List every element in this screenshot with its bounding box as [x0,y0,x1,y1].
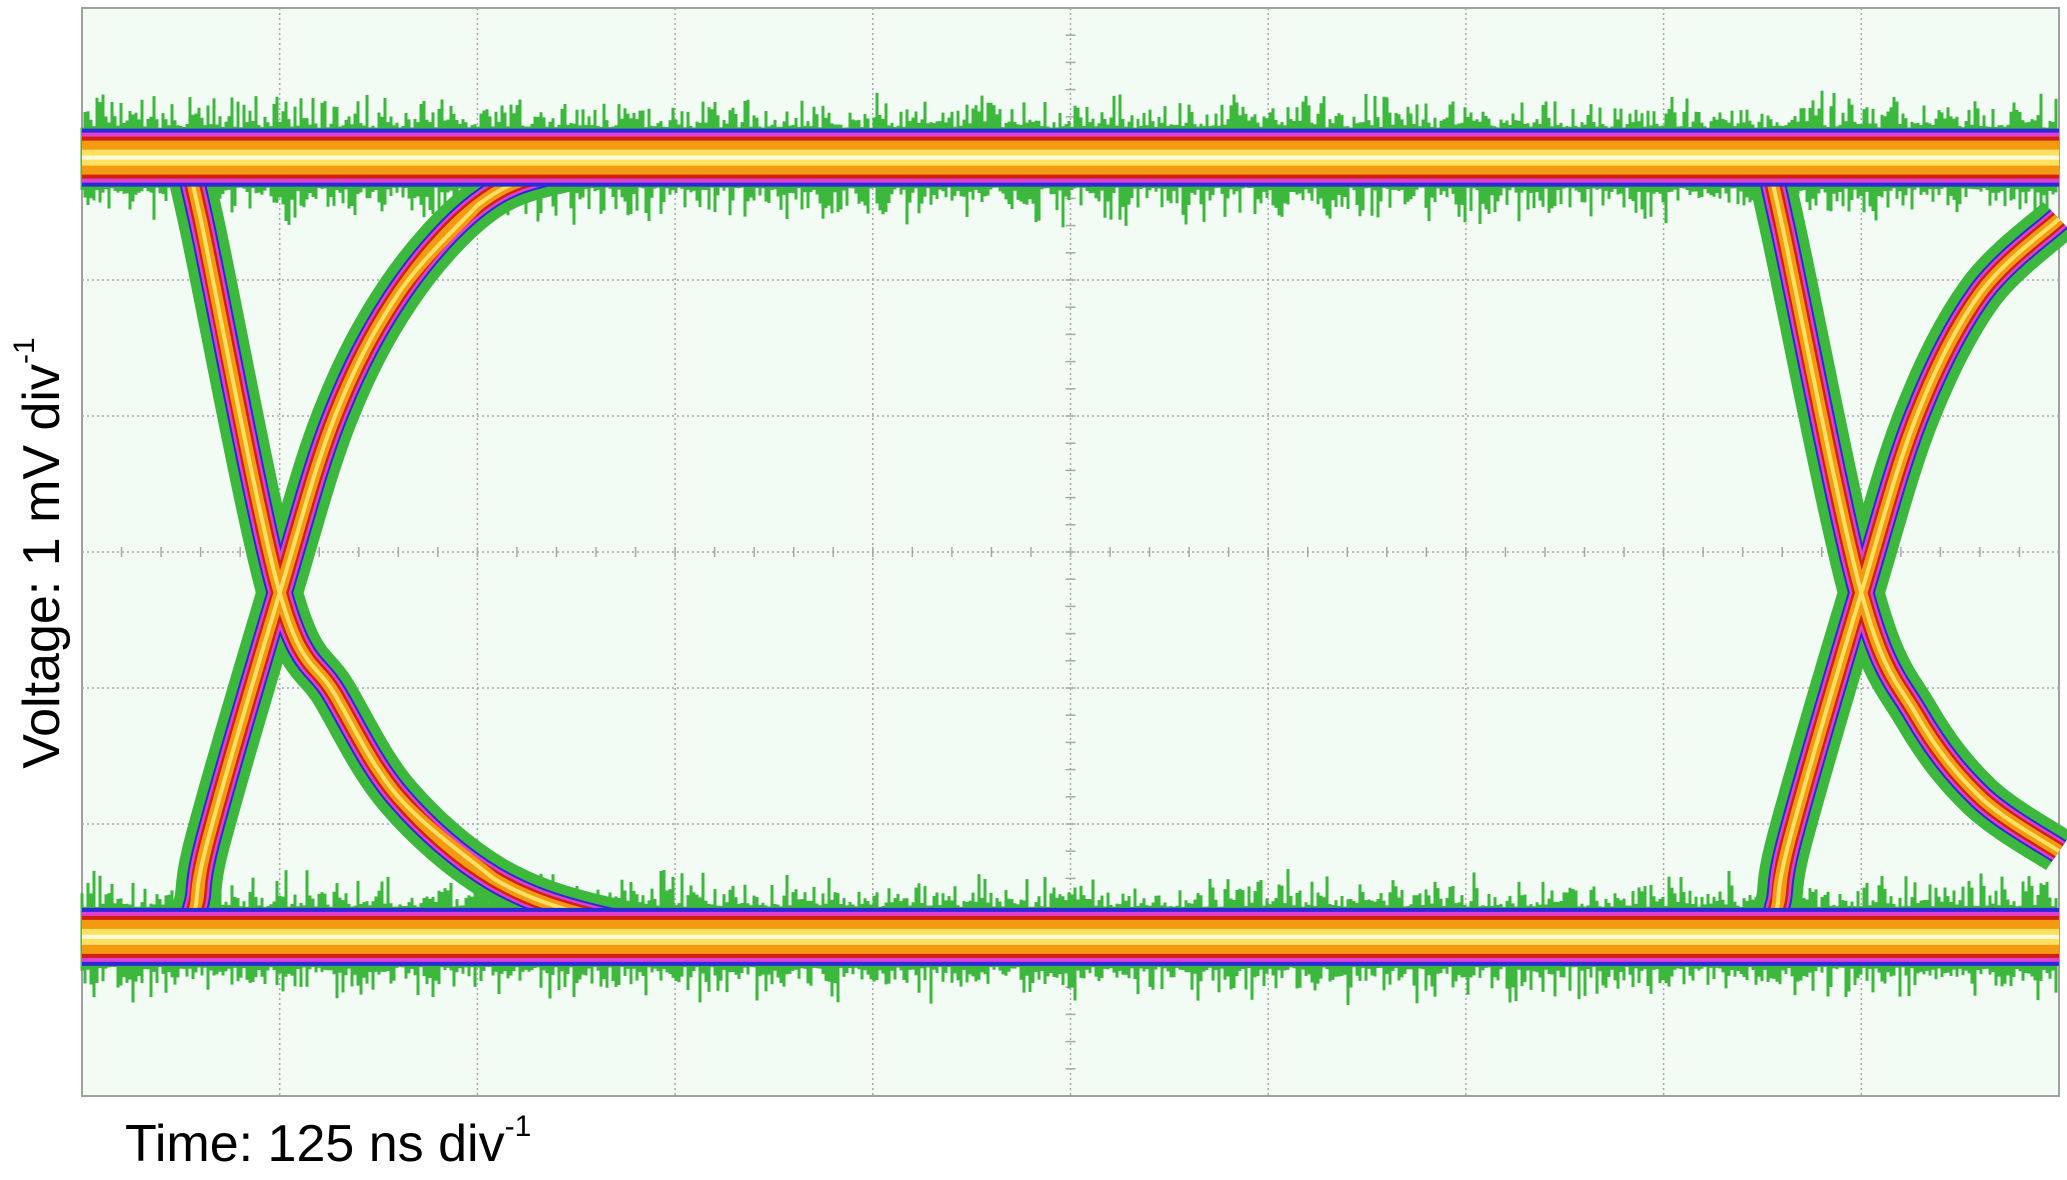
falling-edge-1-core [198,218,495,880]
rising-edge-1-core [193,203,479,906]
y-axis-label: Voltage: 1 mV div-1 [8,337,71,769]
rising-edge-2-core [1775,217,2061,906]
x-axis-label: Time: 125 ns div-1 [125,1110,532,1173]
falling-edge-2-core [1780,225,2061,853]
traces [81,128,2067,966]
